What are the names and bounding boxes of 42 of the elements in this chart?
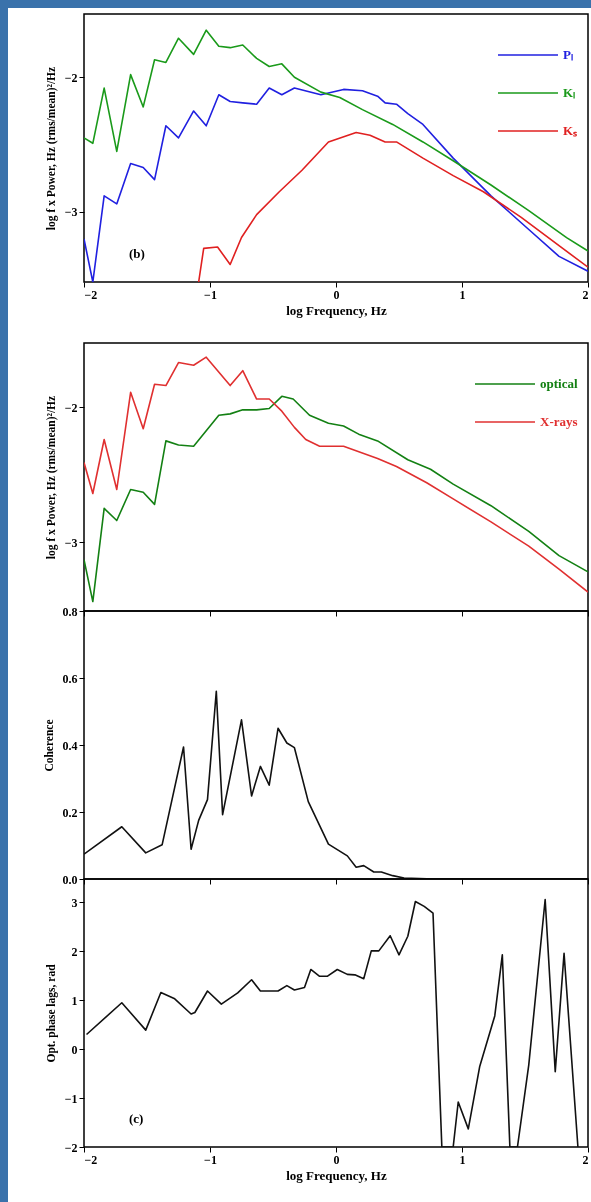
- y-tick-label: 0.2: [62, 805, 78, 820]
- y-tick-label: −1: [64, 1091, 78, 1106]
- legend-label: Kₛ: [563, 123, 578, 138]
- legend-label: X-rays: [540, 414, 578, 429]
- y-tick-label: 0.8: [62, 604, 78, 619]
- y-axis-title: log f x Power, Hz (rms/mean)²/Hz: [44, 395, 58, 560]
- y-axis-title: log f x Power, Hz (rms/mean)²/Hz: [44, 66, 58, 231]
- line-series: [84, 356, 588, 593]
- y-tick-label: −2: [64, 1140, 78, 1155]
- x-tick-label: −1: [204, 287, 217, 302]
- legend-label: Kₗ: [563, 85, 576, 100]
- legend-label: Pₗ: [563, 47, 573, 62]
- y-tick-label: −3: [64, 205, 78, 220]
- line-series: [84, 87, 588, 282]
- x-tick-label: 2: [582, 1152, 589, 1167]
- x-tick-label: −2: [84, 1152, 98, 1167]
- y-axis-title: Opt. phase lags, rad: [44, 963, 58, 1063]
- y-tick-label: 3: [71, 895, 78, 910]
- x-tick-label: 1: [459, 287, 466, 302]
- annotation: (c): [129, 1111, 144, 1126]
- y-tick-label: 0.0: [62, 872, 78, 887]
- line-series: [84, 395, 588, 603]
- y-axis-title: Coherence: [42, 719, 55, 772]
- legend-label: optical: [540, 376, 578, 391]
- y-tick-label: −3: [64, 535, 78, 550]
- y-tick-label: 0.6: [62, 671, 78, 686]
- y-tick-label: 2: [71, 944, 78, 959]
- x-tick-label: 1: [459, 1152, 466, 1167]
- x-tick-label: −2: [84, 287, 98, 302]
- x-tick-label: 0: [333, 1152, 340, 1167]
- x-axis-title: log Frequency, Hz: [286, 302, 387, 318]
- x-axis-title: log Frequency, Hz: [286, 1167, 387, 1183]
- y-tick-label: −2: [64, 70, 78, 85]
- y-tick-label: 0.4: [62, 738, 78, 753]
- x-tick-label: −1: [204, 1152, 217, 1167]
- annotation: (b): [129, 246, 145, 261]
- x-tick-label: 0: [333, 287, 340, 302]
- y-tick-label: 0: [71, 1042, 78, 1057]
- y-tick-label: −2: [64, 400, 78, 415]
- x-tick-label: 2: [582, 287, 589, 302]
- line-series: [85, 898, 579, 1147]
- y-tick-label: 1: [71, 993, 78, 1008]
